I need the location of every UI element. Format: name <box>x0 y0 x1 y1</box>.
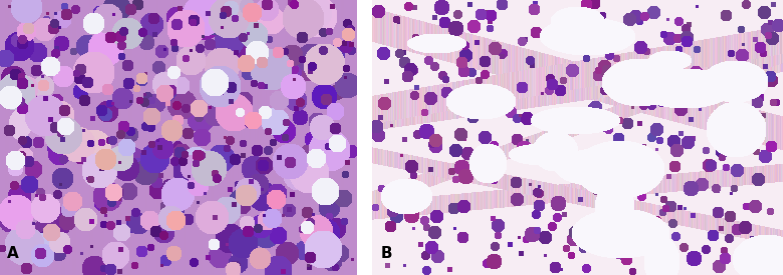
Text: A: A <box>7 246 19 261</box>
Text: B: B <box>381 246 392 261</box>
